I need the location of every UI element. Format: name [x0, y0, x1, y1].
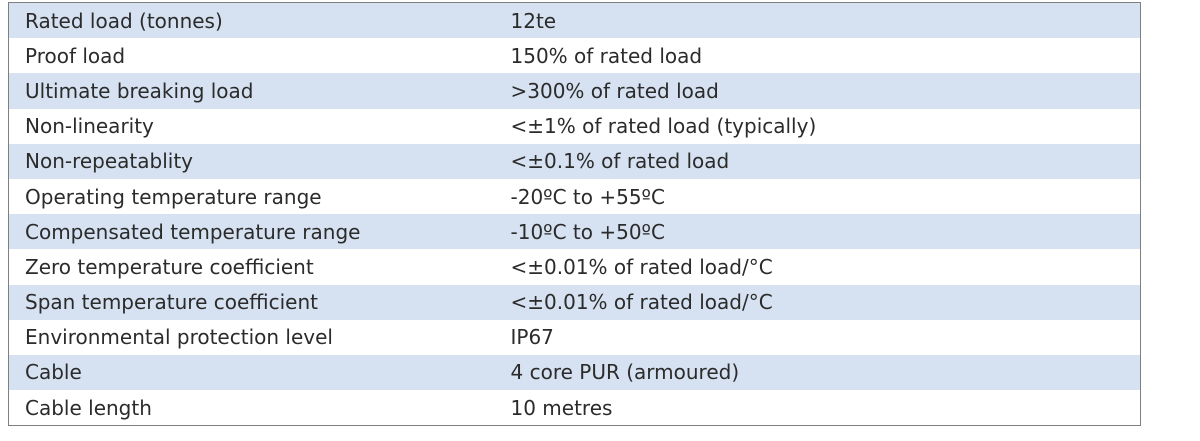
spec-row: Zero temperature coefficient <±0.01% of r…	[8, 249, 1141, 285]
spec-row: Non-linearity <±1% of rated load (typical…	[8, 108, 1141, 144]
spec-row: Operating temperature range -20ºC to +55º…	[8, 178, 1141, 215]
spec-row: Ultimate breaking load >300% of rated loa…	[8, 73, 1141, 109]
spec-row: Cable length 10 metres	[8, 390, 1141, 426]
spec-value: 4 core PUR (armoured)	[510, 354, 1141, 391]
spec-row: Compensated temperature range -10ºC to +5…	[8, 214, 1141, 250]
spec-value: <±1% of rated load (typically)	[510, 108, 1141, 144]
spec-label: Proof load	[8, 38, 511, 74]
spec-table: Rated load (tonnes) 12te Proof load 150% of…	[8, 2, 1141, 427]
spec-row: Span temperature coefficient <±0.01% of r…	[8, 284, 1141, 320]
spec-label: Operating temperature range	[8, 178, 511, 215]
spec-value: <±0.01% of rated load/°C	[510, 249, 1141, 285]
spec-label: Non-linearity	[8, 108, 511, 144]
spec-row: Cable 4 core PUR (armoured)	[8, 354, 1141, 391]
spec-value: <±0.01% of rated load/°C	[510, 284, 1141, 320]
spec-label: Zero temperature coefficient	[8, 249, 511, 285]
spec-row: Proof load 150% of rated load	[8, 38, 1141, 74]
spec-value: -20ºC to +55ºC	[510, 178, 1141, 215]
spec-value: IP67	[510, 319, 1141, 355]
spec-value: -10ºC to +50ºC	[510, 214, 1141, 250]
spec-value: >300% of rated load	[510, 73, 1141, 109]
spec-value: 12te	[510, 2, 1141, 39]
spec-label: Cable length	[8, 390, 511, 426]
spec-rows: Rated load (tonnes) 12te Proof load 150% of…	[8, 2, 1141, 426]
spec-value: <±0.1% of rated load	[510, 143, 1141, 179]
spec-row: Environmental protection level IP67	[8, 319, 1141, 355]
spec-label: Compensated temperature range	[8, 214, 511, 250]
spec-label: Environmental protection level	[8, 319, 511, 355]
spec-label: Rated load (tonnes)	[8, 2, 511, 39]
spec-label: Cable	[8, 354, 511, 391]
spec-label: Span temperature coefficient	[8, 284, 511, 320]
spec-row: Rated load (tonnes) 12te	[8, 2, 1141, 39]
spec-value: 10 metres	[510, 390, 1141, 426]
spec-row: Non-repeatablity <±0.1% of rated load	[8, 143, 1141, 179]
spec-label: Non-repeatablity	[8, 143, 511, 179]
spec-label: Ultimate breaking load	[8, 73, 511, 109]
spec-value: 150% of rated load	[510, 38, 1141, 74]
